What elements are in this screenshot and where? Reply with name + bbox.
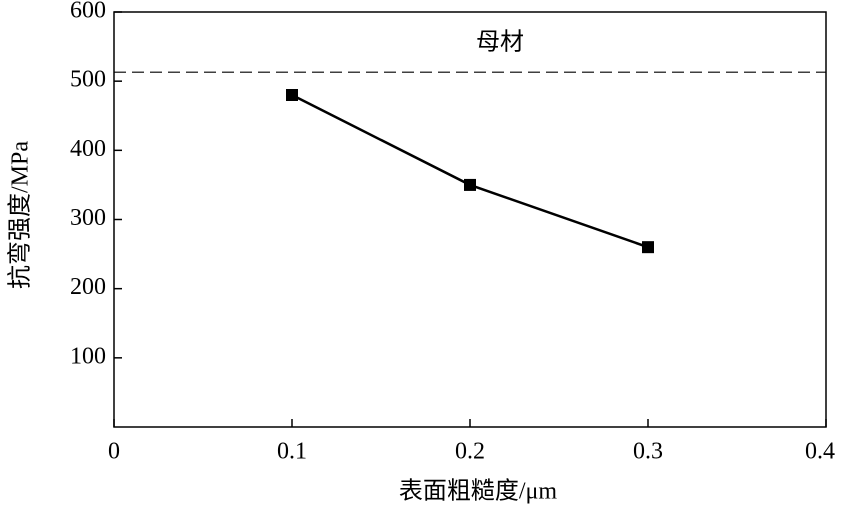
point <box>286 89 298 101</box>
y-tick-label: 200 <box>70 274 106 300</box>
x-axis-label: 表面粗糙度/μm <box>399 478 558 505</box>
y-axis-label: 抗弯强度/MPa <box>7 141 34 289</box>
y-tick-label: 400 <box>70 136 106 162</box>
y-tick-label: 300 <box>70 205 106 231</box>
x-tick-label: 0.3 <box>633 439 663 465</box>
y-tick-label: 100 <box>70 343 106 369</box>
y-tick-label: 600 <box>70 0 106 24</box>
x-tick-label: 0 <box>108 439 120 465</box>
plot-frame <box>113 11 827 428</box>
y-tick-label: 500 <box>70 67 106 93</box>
series-line <box>291 93 649 249</box>
x-tick-label: 0.1 <box>277 439 307 465</box>
point <box>464 178 476 191</box>
x-tick-label: 0.4 <box>805 439 835 465</box>
reference-label: 母材 <box>476 29 524 56</box>
x-tick-label: 0.2 <box>455 439 485 465</box>
point <box>642 241 654 254</box>
